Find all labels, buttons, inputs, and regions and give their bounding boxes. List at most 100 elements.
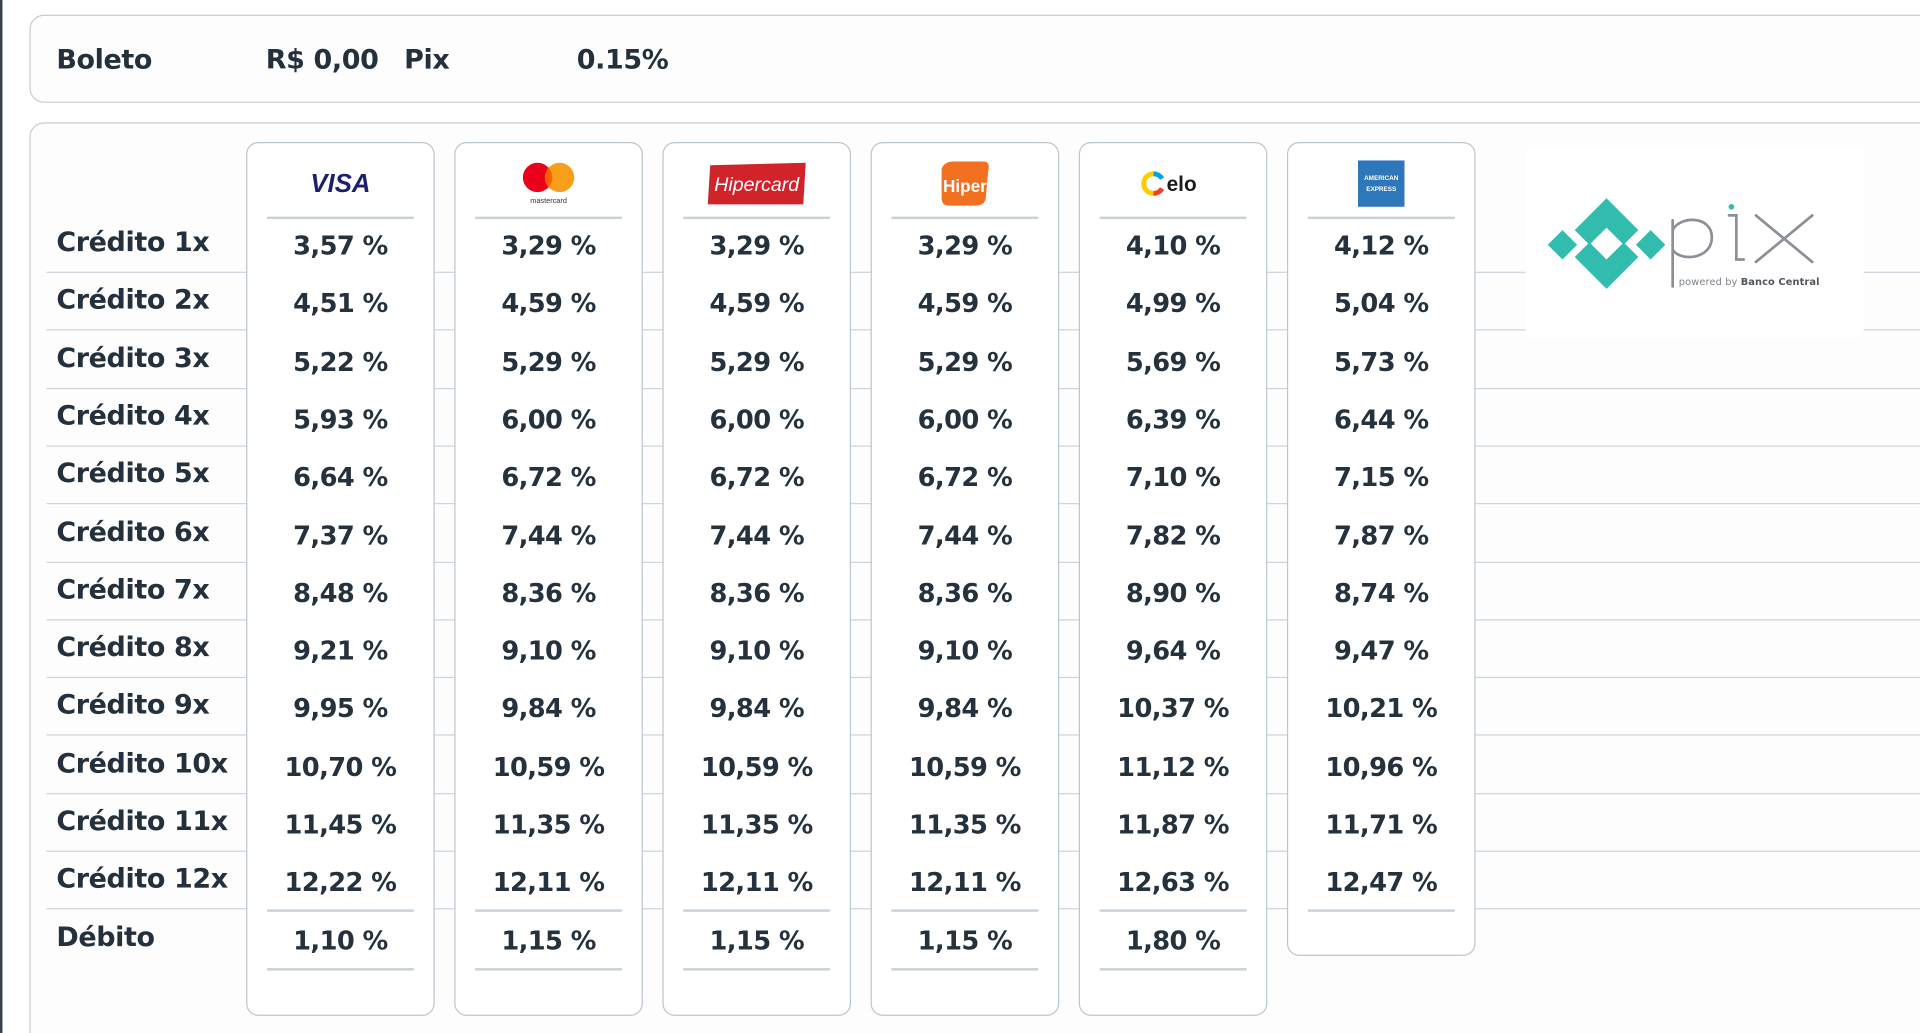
row-label: Crédito 8x [56,632,210,664]
rate-cell: 4,99 % [1125,289,1221,319]
cell-divider [266,967,414,971]
boleto-fee: R$ 0,00 [265,45,379,76]
rate-cell: 12,11 % [909,868,1021,898]
rate-cell: 11,12 % [1117,752,1229,782]
row-label: Crédito 4x [56,401,210,432]
row-label: Crédito 2x [56,285,210,317]
brand-column-mastercard: mastercard 3,29 % 4,59 % 5,29 % 6,00 % 6,72 %… [454,141,643,1016]
rate-cell: 4,59 % [709,289,804,319]
rate-cell: 4,12 % [1333,231,1429,261]
rate-cell: 9,10 % [917,636,1013,666]
svg-text:VISA: VISA [310,170,370,198]
cell-divider [891,909,1039,913]
brand-column-american-express: AMERICAN EXPRESS 4,12 % 5,04 % 5,73 % 6,44 % 7… [1286,141,1476,956]
rate-cell: 7,44 % [501,520,596,551]
brand-column-hipercard: Hipercard 3,29 % 4,59 % 5,29 % 6,00 % 6,72 % 7… [662,141,852,1016]
cell-divider [683,967,831,971]
row-label: Crédito 6x [56,517,210,548]
rate-cell: 7,10 % [1125,462,1221,493]
rate-cell: 9,10 % [501,636,596,666]
row-label: Crédito 3x [56,343,210,375]
rate-cell: 5,22 % [293,347,388,377]
rate-cell: 10,96 % [1325,752,1438,782]
row-label: Crédito 10x [56,748,228,780]
visa-logo-icon: VISA [247,158,433,209]
rate-cell: 11,45 % [284,810,397,840]
cell-divider [683,909,831,913]
rate-cell: 7,44 % [709,520,804,551]
rate-cell: 12,47 % [1325,868,1438,898]
elo-logo-icon: elo [1080,158,1266,209]
header-divider [1307,216,1455,220]
rate-cell: 6,00 % [501,404,596,435]
header-divider [475,216,623,220]
rate-cell: 6,72 % [501,462,596,493]
cell-divider [475,967,623,971]
boleto-pix-panel: Boleto R$ 0,00 Pix 0.15% [29,14,1920,103]
svg-text:EXPRESS: EXPRESS [1366,186,1396,193]
american-express-logo-icon: AMERICAN EXPRESS [1288,158,1474,209]
rate-cell: 8,90 % [1125,578,1221,609]
pix-fee: 0.15% [576,45,669,76]
rate-cell: 3,57 % [293,231,388,261]
rate-cell: 11,35 % [492,810,605,840]
rate-cell: 1,15 % [709,925,804,956]
rate-cell: 9,47 % [1333,636,1429,666]
rate-cell: 5,29 % [501,347,596,377]
pix-caption-bold: Banco Central [1740,276,1820,288]
brand-column-elo: elo 4,10 % 4,99 % 5,69 % 6,39 % 7,10 % 7,82 % 8… [1078,141,1268,1016]
rate-cell: 5,73 % [1333,347,1429,377]
svg-text:elo: elo [1167,173,1197,196]
rate-cell: 5,29 % [917,347,1013,377]
rate-cell: 3,29 % [709,231,804,261]
header-divider [683,216,831,220]
row-label: Crédito 11x [56,806,228,838]
pix-caption: powered by Banco Central [1679,277,1820,288]
rate-cell: 7,82 % [1125,520,1221,551]
brand-column-visa: VISA 3,57 % 4,51 % 5,22 % 5,93 % 6,64 % 7,37 %… [246,141,435,1016]
row-label: Débito [56,922,155,953]
rate-cell: 8,74 % [1333,578,1429,609]
rate-cell: 7,44 % [917,520,1013,551]
svg-text:Hiper: Hiper [943,176,987,196]
header-divider [891,216,1039,220]
pix-logo [1525,149,1864,338]
pix-label: Pix [404,45,450,76]
rate-cell: 11,87 % [1117,810,1229,840]
rate-cell: 6,39 % [1125,404,1221,435]
cell-divider [1099,909,1247,913]
rate-cell: 10,37 % [1117,694,1229,724]
rate-cell: 5,93 % [293,404,388,435]
cell-divider [475,909,623,913]
rate-cell: 7,87 % [1333,520,1429,551]
rate-cell: 1,15 % [917,925,1013,956]
row-label: Crédito 5x [56,459,210,490]
rate-cell: 3,29 % [917,231,1013,261]
rate-cell: 8,36 % [709,578,804,609]
rate-cell: 11,71 % [1325,810,1438,840]
rate-cell: 8,48 % [293,578,388,609]
row-label: Crédito 12x [56,864,228,896]
rate-cell: 10,59 % [909,752,1021,782]
svg-text:Hipercard: Hipercard [714,174,800,196]
rate-cell: 4,59 % [917,289,1013,319]
rate-cell: 9,95 % [293,694,388,724]
svg-text:mastercard: mastercard [530,196,567,205]
rate-cell: 9,84 % [709,694,804,724]
rate-cell: 5,04 % [1333,289,1429,319]
cell-divider [891,967,1039,971]
rate-cell: 10,59 % [700,752,813,782]
rate-cell: 4,51 % [293,289,388,319]
pix-logo-icon [1547,198,1814,289]
rate-cell: 4,10 % [1125,231,1221,261]
header-divider [1099,216,1247,220]
hipercard-logo-icon: Hipercard [664,158,850,209]
rate-cell: 9,10 % [709,636,804,666]
rate-cell: 12,22 % [284,868,397,898]
rate-cell: 6,44 % [1333,404,1429,435]
rate-cell: 5,69 % [1125,347,1221,377]
rate-cell: 8,36 % [501,578,596,609]
mastercard-logo-icon: mastercard [456,158,642,209]
rate-cell: 6,64 % [293,462,388,493]
rate-cell: 7,15 % [1333,462,1429,493]
